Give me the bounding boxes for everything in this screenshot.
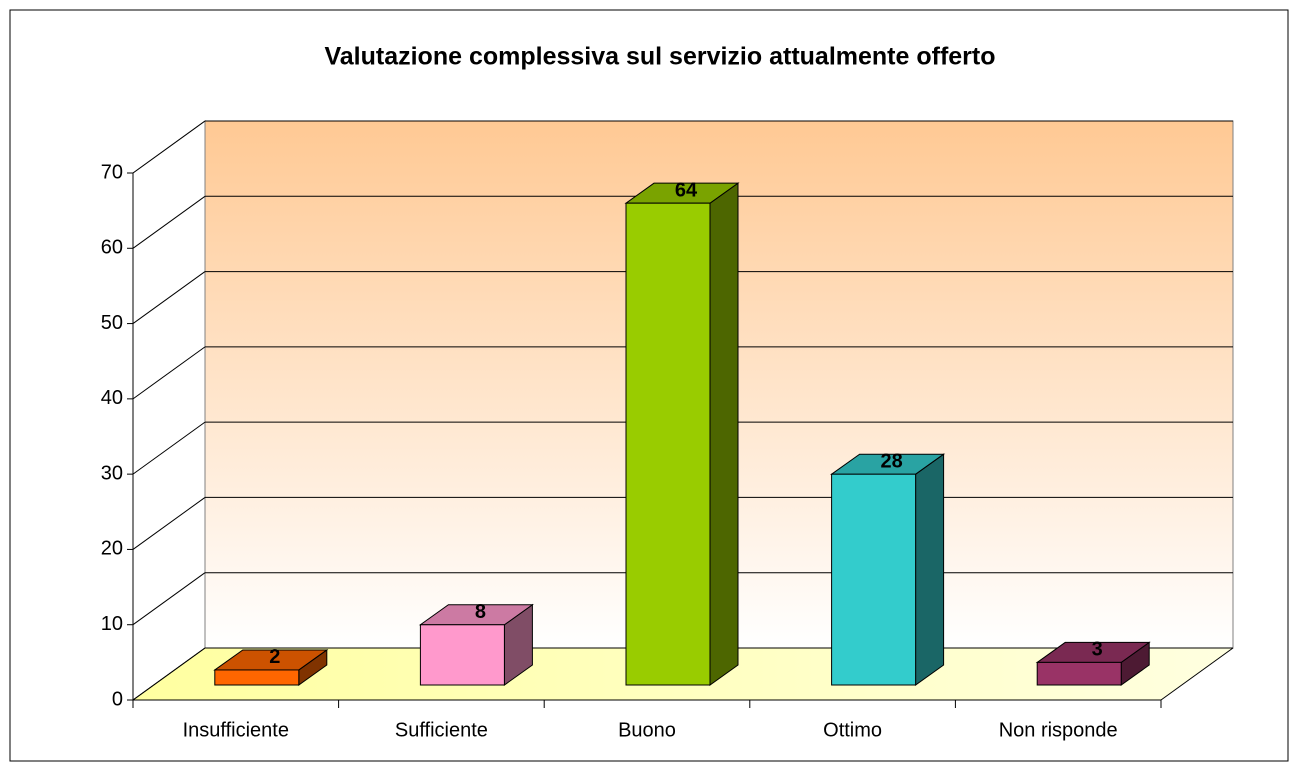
value-label: 3 — [1092, 639, 1103, 661]
y-tick-label: 40 — [101, 387, 123, 409]
grid-line — [132, 497, 206, 550]
y-tick-label: 50 — [101, 312, 123, 334]
bar-side — [915, 453, 945, 686]
y-tick-label: 20 — [101, 538, 123, 560]
grid-line — [132, 572, 206, 626]
side-wall — [132, 120, 206, 701]
y-tick-label: 10 — [101, 613, 123, 635]
y-tick-label: 0 — [112, 688, 123, 710]
y-tick-label: 70 — [101, 161, 123, 183]
chart-title: Valutazione complessiva sul servizio att… — [324, 43, 995, 71]
grid-line — [132, 421, 206, 475]
y-tick-label: 30 — [101, 462, 123, 484]
grid-line — [132, 271, 206, 324]
y-tick-label: 60 — [101, 237, 123, 259]
grid-line — [132, 195, 206, 249]
grid-line — [132, 346, 206, 400]
grid-line — [132, 120, 206, 174]
bar — [625, 202, 711, 686]
floor-edge — [1160, 647, 1234, 701]
x-tick-label: Non risponde — [999, 719, 1118, 741]
value-label: 64 — [675, 179, 698, 201]
grid-line — [132, 647, 206, 701]
x-tick-label: Ottimo — [823, 719, 882, 741]
value-label: 28 — [880, 450, 902, 472]
bar — [831, 473, 917, 686]
x-tick-label: Buono — [618, 719, 676, 741]
bar — [419, 624, 505, 686]
bar — [214, 669, 300, 686]
x-tick-label: Insufficiente — [183, 719, 289, 741]
bar — [1036, 661, 1122, 686]
value-label: 8 — [475, 601, 486, 623]
x-tick-label: Sufficiente — [395, 719, 488, 741]
value-label: 2 — [269, 646, 280, 668]
bar-side — [709, 182, 739, 686]
